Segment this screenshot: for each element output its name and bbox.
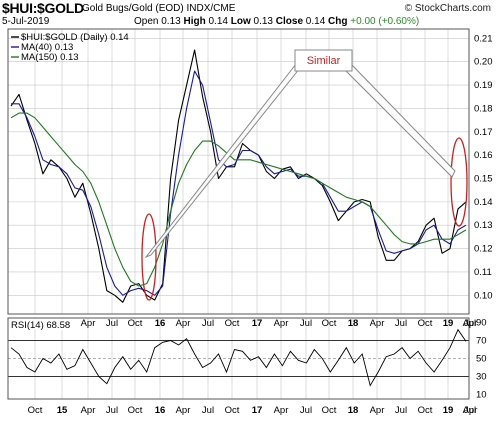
x-tick-label: Jul xyxy=(106,405,118,416)
callout-line-left xyxy=(144,63,301,259)
x-tick-label: 17 xyxy=(252,405,263,416)
x-tick-label: Jul xyxy=(300,318,312,329)
x-tick-label: Apr xyxy=(274,405,289,416)
x-tick-label: 16 xyxy=(155,318,166,329)
x-tick-label: Oct xyxy=(128,318,143,329)
y-tick-label: 0.14 xyxy=(474,197,493,208)
x-tick-label: Apr xyxy=(370,318,385,329)
highlight-ellipse-2016 xyxy=(141,213,157,301)
rsi-panel-grid xyxy=(8,318,469,399)
legend: $HUI:$GOLD (Daily) 0.14 MA(40) 0.13 MA(1… xyxy=(11,32,129,63)
x-tick-label: Oct xyxy=(322,405,337,416)
x-tick-label: Jul xyxy=(395,405,407,416)
x-tick-label: Apr xyxy=(370,405,385,416)
symbol-title: $HUI:$GOLD xyxy=(2,0,84,16)
x-tick-label: Jul xyxy=(464,405,476,416)
y-tick-label: 0.18 xyxy=(474,103,493,114)
y-tick-label: 0.11 xyxy=(474,267,492,278)
low-value: 0.13 xyxy=(253,16,273,27)
y-tick-label: 0.16 xyxy=(474,150,493,161)
series-line-1 xyxy=(11,70,467,296)
rsi-y-tick-label: 10 xyxy=(476,390,487,401)
y-tick-label: 0.21 xyxy=(474,33,493,44)
y-tick-label: 0.13 xyxy=(474,220,493,231)
x-tick-label: Oct xyxy=(225,318,240,329)
rsi-y-tick-label: 70 xyxy=(476,336,487,347)
low-label: Low xyxy=(230,16,251,27)
x-tick-label: 16 xyxy=(155,405,166,416)
series-line-0 xyxy=(10,49,467,303)
x-tick-label: Jul xyxy=(395,318,407,329)
x-tick-label: 15 xyxy=(57,405,68,416)
main-series-group xyxy=(10,49,467,303)
x-tick-label: Jul xyxy=(202,318,214,329)
x-tick-label: Apr xyxy=(176,318,191,329)
series-line-2 xyxy=(10,112,467,287)
chart-description: Gold Bugs/Gold (EOD) INDX/CME xyxy=(82,3,236,14)
x-tick-label: Oct xyxy=(225,405,240,416)
x-tick-label: Jul xyxy=(106,318,118,329)
y-tick-label: 0.10 xyxy=(474,290,493,301)
x-tick-label: 17 xyxy=(252,318,263,329)
close-value: 0.14 xyxy=(305,16,326,27)
rsi-series-line xyxy=(10,328,467,387)
callout-label: Similar xyxy=(307,55,341,67)
x-tick-label: Apr xyxy=(463,318,478,329)
x-tick-label: Oct xyxy=(128,405,143,416)
chg-value: +0.00 (+0.60%) xyxy=(350,16,420,27)
x-tick-label: 19 xyxy=(443,318,454,329)
x-tick-label: Oct xyxy=(322,318,337,329)
watermark: © StockCharts.com xyxy=(404,3,491,14)
tick-labels: OctOct1515AprAprJulJulOctOct1616AprAprJu… xyxy=(28,33,493,416)
rsi-label-bg xyxy=(9,319,73,330)
x-tick-label: Apr xyxy=(176,405,191,416)
chart-date: 5-Jul-2019 xyxy=(2,16,50,27)
open-value: 0.13 xyxy=(161,16,181,27)
x-tick-label: Oct xyxy=(418,405,433,416)
legend-main: $HUI:$GOLD (Daily) 0.14 xyxy=(21,32,129,43)
x-tick-label: 19 xyxy=(443,405,454,416)
y-tick-label: 0.12 xyxy=(474,244,493,255)
legend-ma150: MA(150) 0.13 xyxy=(21,52,79,63)
rsi-label: RSI(14) 68.58 xyxy=(11,320,70,331)
high-value: 0.14 xyxy=(208,16,228,27)
x-tick-label: Apr xyxy=(81,318,96,329)
x-tick-label: 18 xyxy=(348,318,359,329)
main-panel-frame xyxy=(7,28,470,315)
y-tick-label: 0.17 xyxy=(474,127,493,138)
rsi-y-tick-label: 50 xyxy=(476,354,487,365)
open-label: Open xyxy=(134,16,159,27)
x-tick-label: Oct xyxy=(28,405,43,416)
rsi-panel-frame xyxy=(7,317,470,400)
rsi-y-tick-label: 30 xyxy=(476,372,487,383)
chg-label: Chg xyxy=(328,16,348,27)
x-tick-label: Oct xyxy=(418,318,433,329)
x-tick-label: 18 xyxy=(348,405,359,416)
x-tick-label: Jul xyxy=(202,405,214,416)
legend-ma40: MA(40) 0.13 xyxy=(21,42,73,53)
callout-box xyxy=(294,49,353,72)
y-tick-label: 0.20 xyxy=(474,57,493,68)
callout-line-right xyxy=(342,63,456,178)
main-panel-grid xyxy=(8,29,469,314)
high-label: High xyxy=(183,16,206,27)
close-label: Close xyxy=(275,16,304,27)
y-tick-label: 0.19 xyxy=(474,80,493,91)
x-tick-label: Apr xyxy=(274,318,289,329)
ohlc-readout: Open 0.13 High 0.14 Low 0.13 Close 0.14 … xyxy=(134,16,419,27)
highlight-ellipse-2019 xyxy=(450,137,468,227)
rsi-y-tick-label: 90 xyxy=(476,318,487,329)
rsi-series-group xyxy=(10,328,467,387)
x-tick-label: Jul xyxy=(300,405,312,416)
x-tick-label: Jul xyxy=(464,318,476,329)
x-tick-label: Apr xyxy=(463,405,478,416)
y-tick-label: 0.15 xyxy=(474,174,493,185)
x-tick-label: Apr xyxy=(81,405,96,416)
